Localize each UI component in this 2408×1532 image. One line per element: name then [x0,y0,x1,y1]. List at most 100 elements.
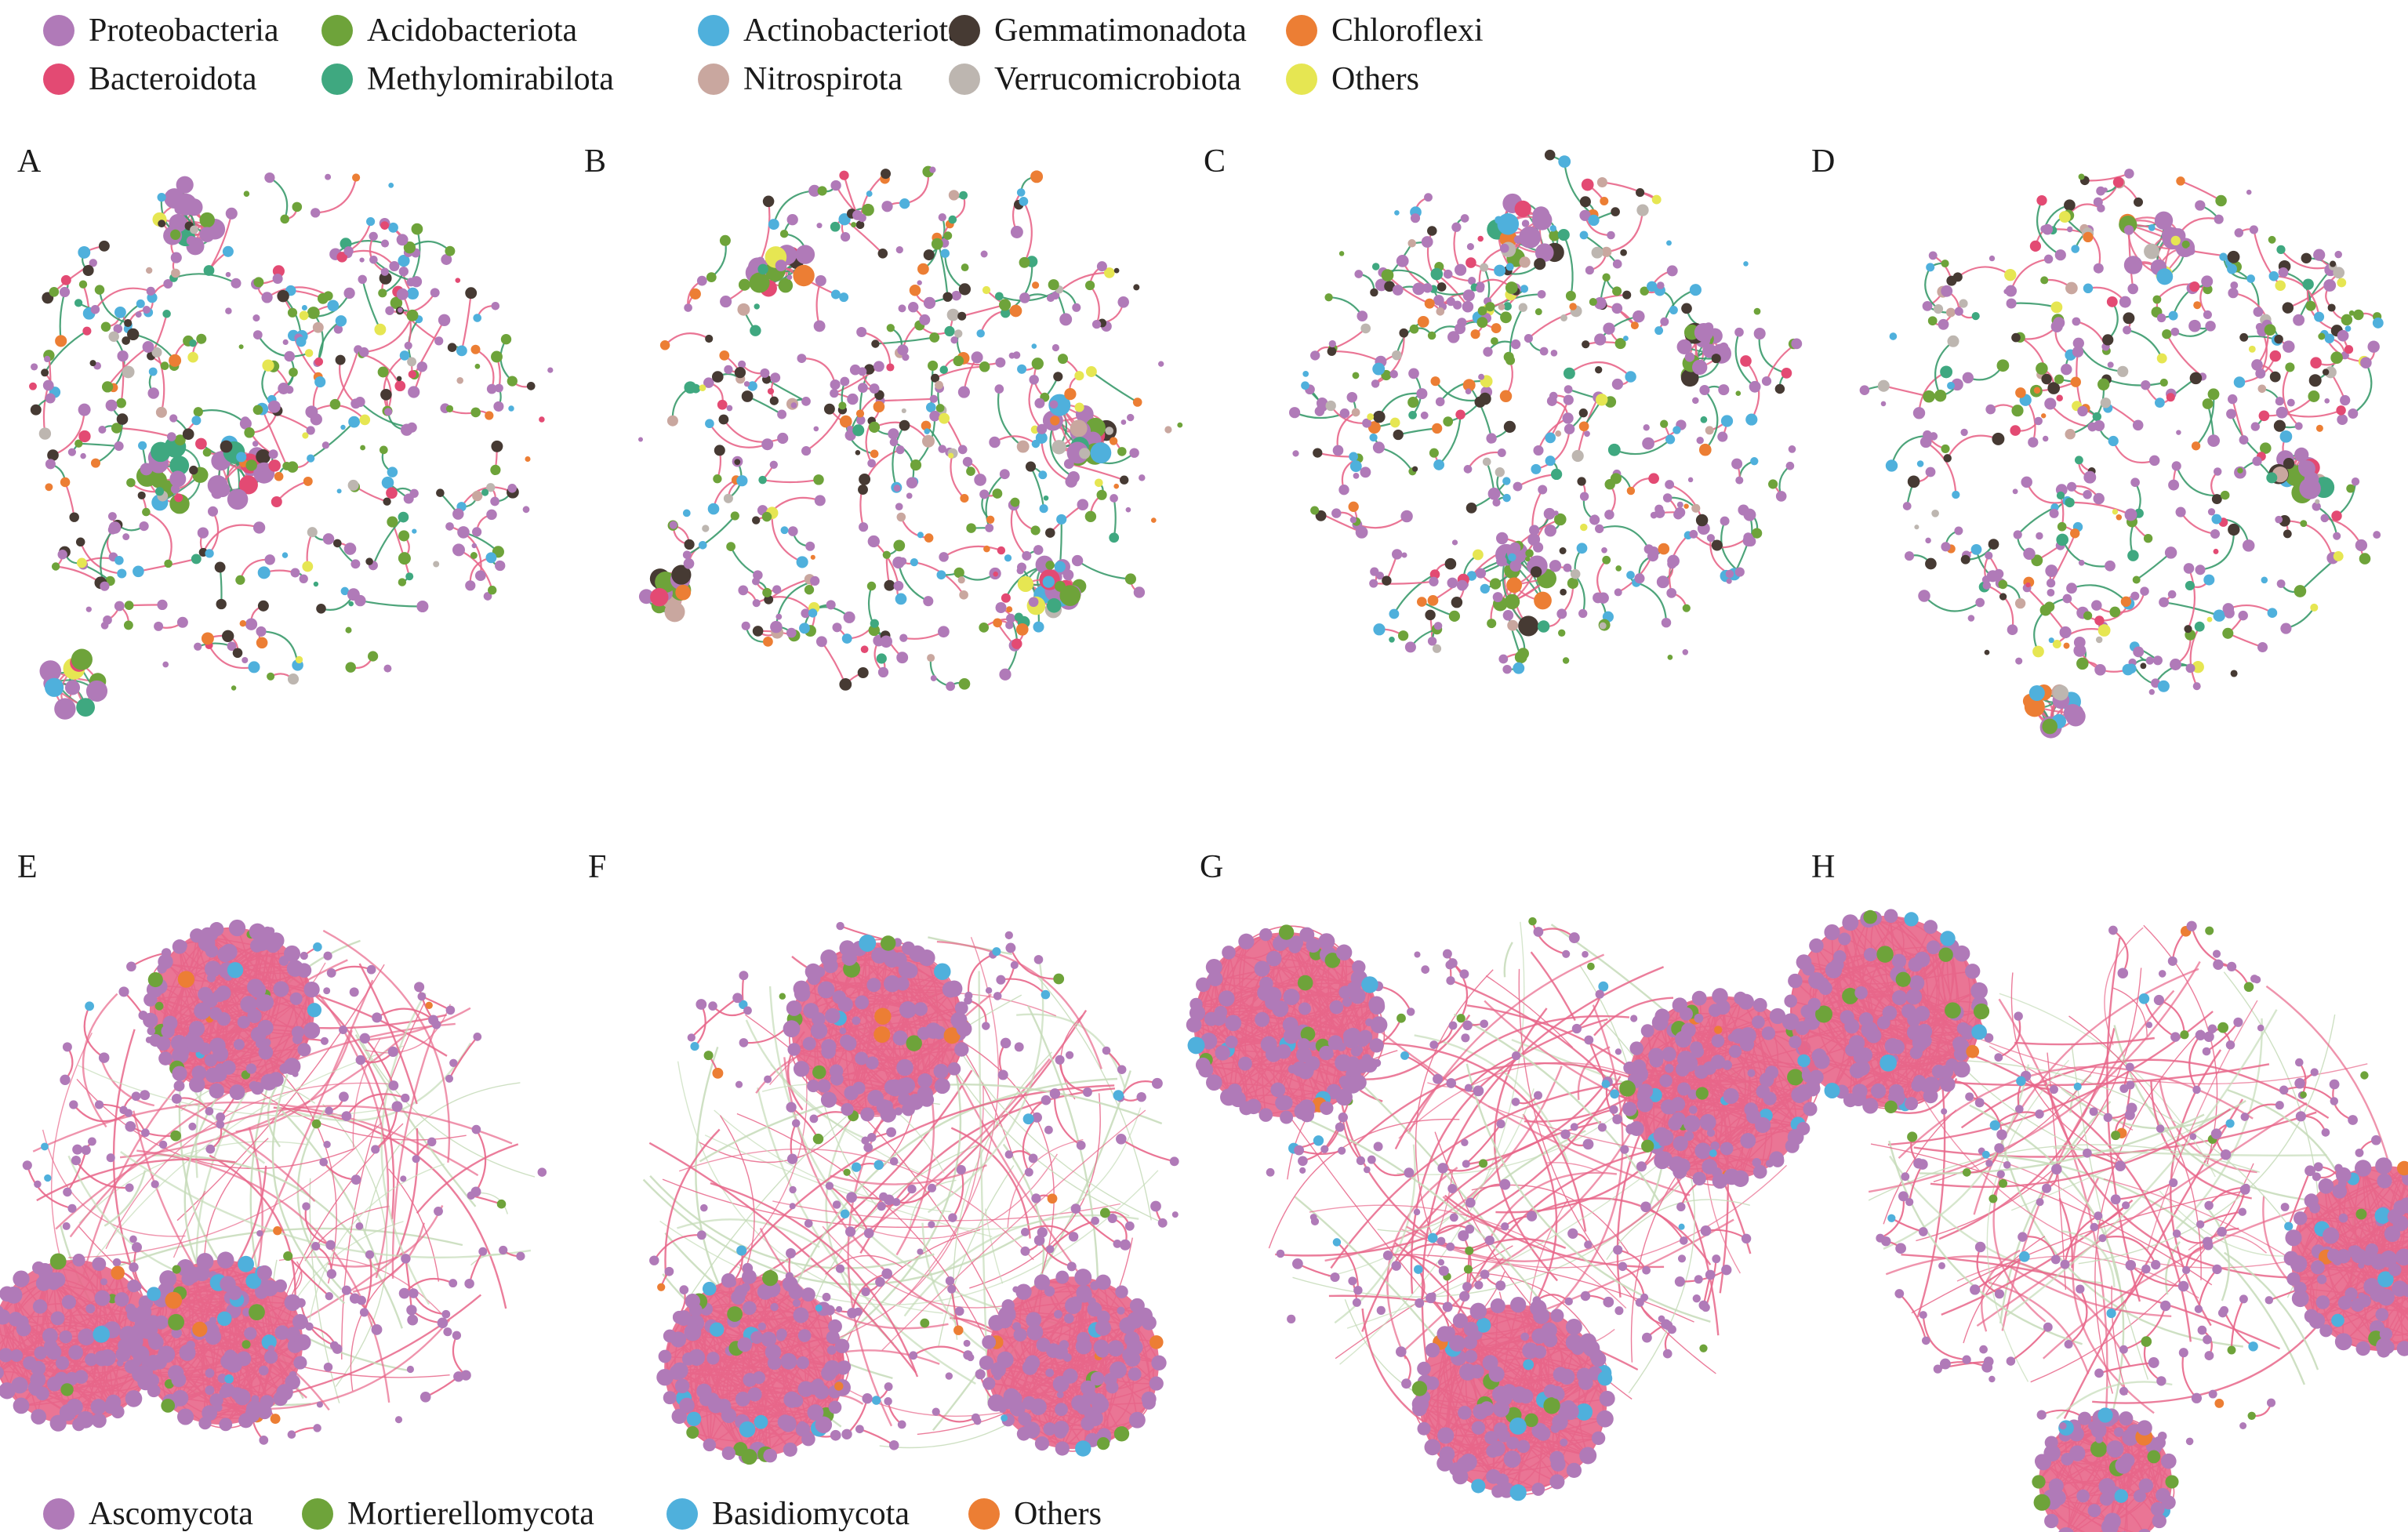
network-node [13,1270,29,1287]
network-node [930,395,938,403]
network-node [2304,472,2319,487]
network-node [994,384,1004,394]
network-node [191,416,201,425]
network-node [726,542,735,551]
network-node [2127,550,2139,561]
network-node [78,246,90,259]
network-node [1356,526,1368,539]
network-node [1301,381,1309,390]
network-node [917,263,929,275]
network-node [1923,390,1935,403]
network-node [1433,459,1444,470]
network-node [1496,532,1508,544]
network-node [808,608,817,617]
network-node [1941,260,1949,267]
network-node [2028,437,2038,447]
network-node [736,475,747,486]
network-node [1669,306,1678,314]
network-node [830,222,841,232]
network-node [1479,393,1491,405]
network-node [1959,299,1967,307]
network-node [1369,434,1377,441]
network-edge [332,967,372,973]
network-node [2334,251,2342,259]
network-node [1514,235,1522,243]
network-node [470,408,481,418]
network-edge [2070,503,2131,515]
network-node [966,466,975,476]
network-node [670,521,677,528]
network-node [2188,320,2201,332]
network-edge [1394,575,1435,614]
network-node [957,312,966,321]
network-node [1010,305,1022,318]
network-node [667,416,678,427]
network-node [768,219,779,230]
network-node [31,1409,46,1425]
network-node [2353,310,2363,320]
network-node [858,485,868,495]
network-node [47,1377,62,1392]
panel-label: B [584,145,606,178]
network-node [204,265,215,276]
network-node [917,280,922,285]
network-node [164,560,173,568]
network-node [1647,281,1657,292]
network-node [1985,650,1990,655]
network-node [409,370,416,378]
network-node [323,1141,330,1148]
network-node [2295,422,2303,430]
network-node [910,558,918,566]
network-node [284,946,300,962]
network-node [389,1080,399,1091]
network-node [1517,648,1529,659]
network-node [271,1414,281,1424]
network-node [983,546,990,553]
network-node [1531,464,1541,474]
network-node [762,512,772,521]
network-node [2251,359,2263,371]
network-node [2344,345,2353,354]
network-node [434,1207,443,1216]
network-node [1707,534,1715,542]
network-node [231,685,236,690]
network-node [139,521,148,531]
network-node [473,1033,481,1041]
network-edge [1597,560,1607,597]
network-node [1560,314,1567,321]
network-node [345,627,351,633]
network-node [2212,494,2222,504]
network-node [1615,565,1622,572]
network-node [786,628,797,638]
network-panel-d [1847,141,2408,713]
network-node [101,622,109,630]
network-node [2121,597,2131,607]
network-node [99,1052,110,1063]
network-node [638,437,643,441]
network-node [397,234,409,245]
network-node [2125,509,2137,521]
network-node [1589,298,1597,306]
network-node [448,343,457,352]
network-node [1029,597,1039,607]
network-node [877,653,887,663]
network-node [202,993,218,1008]
network-node [1478,374,1484,380]
network-node [1031,525,1041,535]
network-node [2176,507,2186,517]
network-node [452,543,465,556]
network-node [2112,509,2118,514]
network-node [1424,193,1433,201]
network-node [1613,260,1622,269]
network-node [205,1107,214,1116]
network-node [325,1240,336,1251]
network-node [878,249,888,259]
network-node [1338,485,1349,495]
network-node [1620,249,1627,256]
network-node [2013,488,2018,494]
network-node [366,217,375,226]
network-node [1558,155,1571,168]
network-node [1327,347,1337,356]
network-node [365,557,373,565]
network-node [172,1066,187,1081]
